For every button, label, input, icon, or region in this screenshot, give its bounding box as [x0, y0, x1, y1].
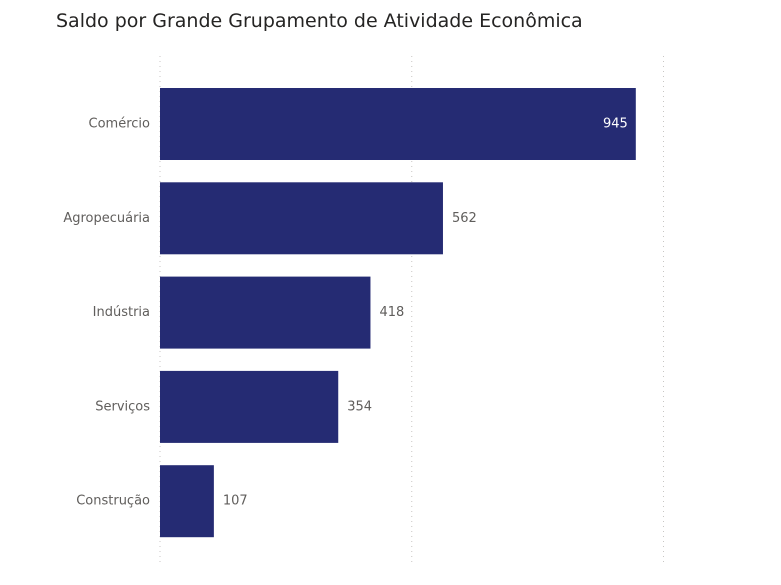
chart-title: Saldo por Grande Grupamento de Atividade… — [56, 10, 583, 32]
bar-0[interactable] — [160, 88, 636, 160]
bar-2[interactable] — [160, 276, 371, 349]
bar-1[interactable] — [160, 182, 443, 255]
bar-3[interactable] — [160, 370, 339, 443]
bars — [160, 88, 636, 538]
category-label-0: Comércio — [89, 117, 151, 132]
category-label-2: Indústria — [93, 305, 150, 320]
value-label-1: 562 — [452, 211, 477, 226]
bar-4[interactable] — [160, 465, 214, 538]
labels: Comércio 945 Agropecuária 562 Indústria 418 Se… — [63, 117, 627, 509]
value-label-0: 945 — [603, 117, 628, 132]
category-label-3: Serviços — [95, 399, 150, 414]
value-label-3: 354 — [347, 399, 372, 414]
category-label-4: Construção — [76, 494, 150, 509]
category-label-1: Agropecuária — [63, 211, 150, 226]
value-label-2: 418 — [379, 305, 404, 320]
value-label-4: 107 — [223, 494, 248, 509]
